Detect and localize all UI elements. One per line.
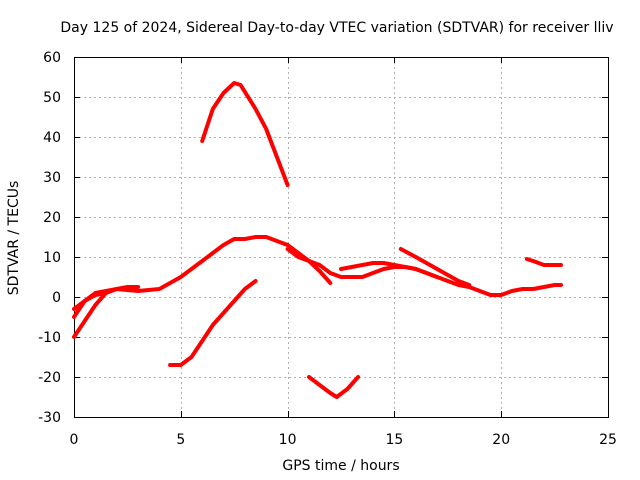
- axis-ticks: [74, 57, 609, 418]
- series-arc-4: [200, 81, 290, 187]
- series-arc-8: [307, 375, 361, 399]
- grid-lines: [74, 57, 608, 417]
- y-tick-label: -10: [38, 330, 61, 346]
- x-tick-label: 20: [492, 432, 510, 448]
- x-tick-label: 5: [176, 432, 185, 448]
- y-tick-label: -20: [38, 370, 61, 386]
- series-arc-10: [398, 247, 472, 287]
- x-tick-labels: 0 5 10 15 20 25: [70, 432, 617, 448]
- y-tick-label: 60: [43, 50, 61, 66]
- x-tick-label: 25: [599, 432, 617, 448]
- series-arc-7: [285, 243, 333, 285]
- y-tick-label: -30: [38, 410, 61, 426]
- series-arc-3: [72, 291, 108, 311]
- data-series: [72, 81, 563, 399]
- y-tick-labels: -30 -20 -10 0 10 20 30 40 50 60: [38, 50, 61, 426]
- chart-title: Day 125 of 2024, Sidereal Day-to-day VTE…: [60, 20, 613, 36]
- series-arc-11: [524, 257, 563, 267]
- series-arc-1: [72, 235, 290, 319]
- y-tick-label: 30: [43, 170, 61, 186]
- series-arc-5: [168, 279, 258, 367]
- y-tick-label: 50: [43, 90, 61, 106]
- x-tick-label: 15: [385, 432, 403, 448]
- x-axis-label: GPS time / hours: [282, 458, 399, 474]
- y-tick-label: 0: [52, 290, 61, 306]
- x-tick-label: 10: [279, 432, 297, 448]
- y-tick-label: 10: [43, 250, 61, 266]
- plot-frame: [74, 57, 609, 418]
- y-tick-label: 20: [43, 210, 61, 226]
- y-tick-label: 40: [43, 130, 61, 146]
- y-axis-label: SDTVAR / TECUs: [6, 181, 22, 296]
- x-tick-label: 0: [70, 432, 79, 448]
- series-arc-9: [339, 261, 563, 297]
